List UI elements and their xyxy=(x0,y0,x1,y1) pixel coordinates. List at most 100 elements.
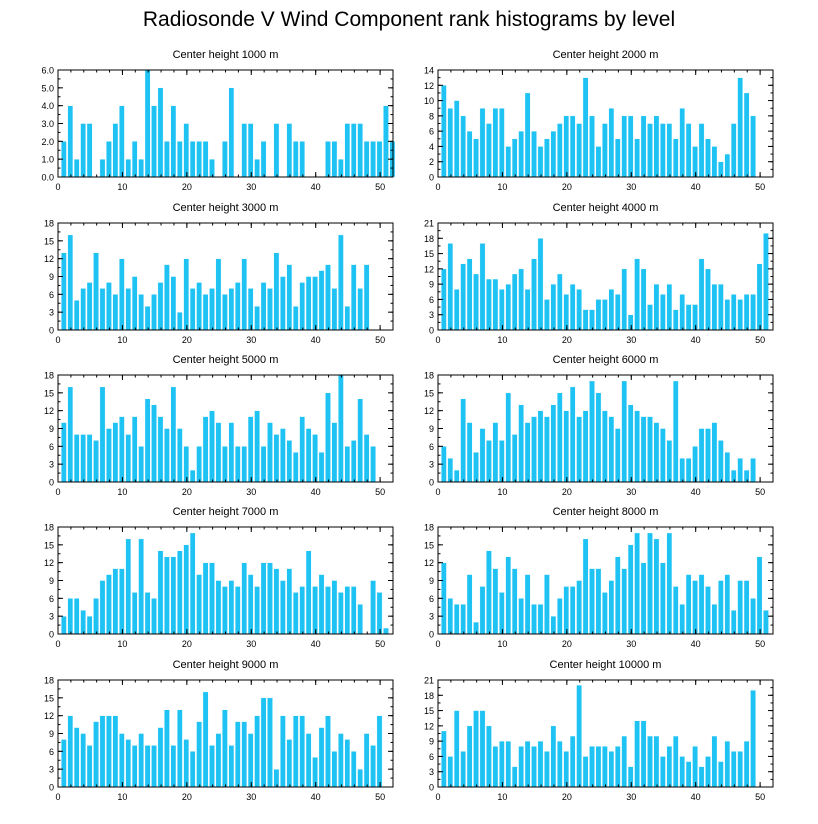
bar xyxy=(705,756,711,788)
bar xyxy=(209,745,215,788)
bar xyxy=(544,751,550,788)
y-tick-label: 6 xyxy=(429,752,434,762)
bar xyxy=(170,105,177,178)
bar xyxy=(247,574,254,635)
bar xyxy=(647,416,653,483)
bar xyxy=(505,146,512,178)
bar xyxy=(131,745,138,788)
bar xyxy=(730,751,737,788)
bar xyxy=(524,422,531,483)
bar xyxy=(228,87,235,178)
bar xyxy=(737,299,744,331)
bar xyxy=(247,416,254,483)
bar xyxy=(473,710,479,788)
bar xyxy=(286,739,293,788)
bar xyxy=(550,404,557,483)
bar xyxy=(621,568,628,635)
bar xyxy=(479,108,486,178)
y-tick-label: 2.0 xyxy=(41,137,54,147)
bar xyxy=(215,580,222,635)
bar xyxy=(556,273,563,331)
bar xyxy=(660,294,666,331)
bar xyxy=(170,386,177,483)
panel-title: Center height 10000 m xyxy=(550,659,662,671)
bar xyxy=(672,586,679,635)
histogram-panel-6: Center height 6000 m 0 3 6 9 12 15 18 0 10 20 30 40 5… xyxy=(424,354,774,497)
y-tick-label: 6 xyxy=(429,295,434,305)
bar xyxy=(460,263,466,331)
bar xyxy=(692,580,698,635)
bar xyxy=(447,458,454,483)
bar xyxy=(189,532,196,635)
bar xyxy=(312,276,318,331)
bar xyxy=(718,283,724,331)
bar xyxy=(209,562,215,635)
bar xyxy=(724,574,731,635)
bar xyxy=(209,158,215,178)
bar xyxy=(305,550,312,635)
bar xyxy=(692,746,698,788)
bar xyxy=(73,434,80,483)
bar xyxy=(499,740,505,788)
bar xyxy=(280,715,286,788)
bar xyxy=(286,568,293,635)
bar xyxy=(86,745,93,788)
bar xyxy=(106,282,112,331)
bar xyxy=(743,294,750,331)
y-tick-label: 0 xyxy=(49,630,54,640)
bar xyxy=(222,294,228,331)
bar xyxy=(234,282,241,331)
bar xyxy=(86,123,93,178)
bar xyxy=(157,87,164,178)
bar xyxy=(305,733,312,788)
bar xyxy=(479,586,486,635)
bar xyxy=(318,270,325,331)
bar xyxy=(705,586,711,635)
bar xyxy=(460,604,466,635)
x-tick-label: 40 xyxy=(311,792,321,802)
bar xyxy=(453,604,460,635)
bar xyxy=(602,592,608,635)
bar xyxy=(254,586,260,635)
bar xyxy=(640,720,647,788)
y-tick-label: 9 xyxy=(429,576,434,586)
x-tick-label: 50 xyxy=(755,792,765,802)
bar xyxy=(338,374,344,483)
bar xyxy=(209,288,215,331)
x-tick-label: 10 xyxy=(117,639,127,649)
panel-title: Center height 5000 m xyxy=(173,354,279,366)
bar xyxy=(524,92,531,178)
bar xyxy=(80,434,86,483)
bar xyxy=(473,452,479,483)
bar xyxy=(692,304,698,331)
bar xyxy=(634,138,640,178)
bar xyxy=(254,715,260,788)
bar xyxy=(299,715,306,788)
x-tick-label: 0 xyxy=(55,335,60,345)
bar xyxy=(737,77,744,178)
bar xyxy=(563,410,570,483)
bar xyxy=(640,416,647,483)
bar xyxy=(228,422,235,483)
bar xyxy=(750,689,756,788)
y-tick-label: 9 xyxy=(429,424,434,434)
bar xyxy=(492,422,499,483)
bar xyxy=(692,146,698,178)
bar xyxy=(260,562,267,635)
bar xyxy=(453,289,460,331)
y-tick-label: 1.0 xyxy=(41,155,54,165)
bar xyxy=(363,141,370,178)
x-tick-label: 20 xyxy=(182,182,192,192)
bar xyxy=(73,158,80,178)
bar xyxy=(280,428,286,483)
bar xyxy=(286,440,293,483)
bar xyxy=(183,544,190,635)
bar xyxy=(215,258,222,331)
bar xyxy=(183,446,190,483)
bar xyxy=(80,733,86,788)
bar xyxy=(267,562,273,635)
bar xyxy=(666,746,673,788)
x-tick-label: 40 xyxy=(691,792,701,802)
x-tick-label: 30 xyxy=(626,639,636,649)
